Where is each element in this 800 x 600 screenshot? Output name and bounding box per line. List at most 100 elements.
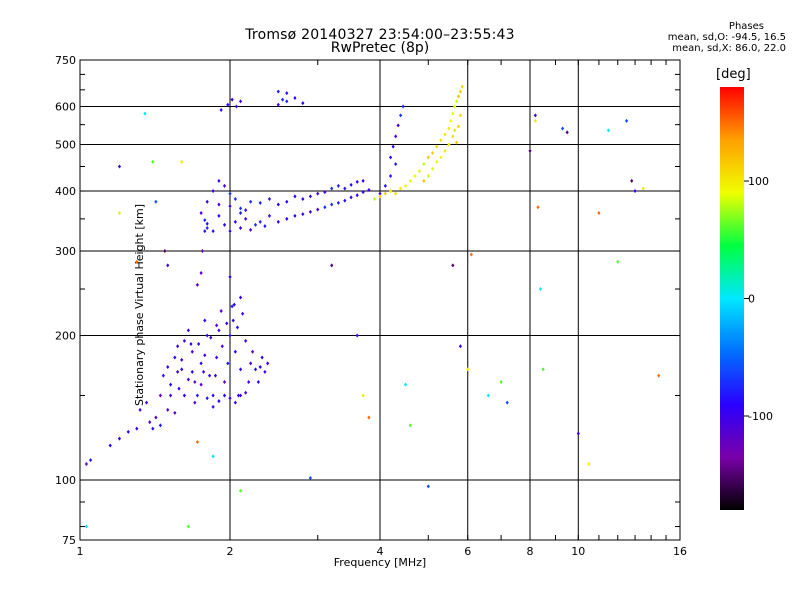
data-point (308, 194, 313, 199)
data-point (228, 274, 232, 279)
data-point (215, 355, 219, 360)
data-point (417, 169, 422, 174)
data-point (316, 191, 320, 196)
data-point (330, 263, 334, 268)
data-point (201, 369, 206, 374)
data-point (197, 342, 201, 347)
data-point (154, 199, 158, 204)
data-point (233, 400, 237, 405)
data-point (276, 202, 280, 207)
data-point (176, 344, 180, 349)
data-point (430, 151, 435, 156)
data-point (336, 200, 340, 205)
data-point (422, 178, 426, 183)
data-point (238, 211, 243, 216)
data-point (205, 199, 209, 204)
data-point (435, 159, 439, 164)
data-point (443, 148, 447, 153)
data-point (190, 369, 194, 374)
data-point (401, 104, 405, 109)
stats-heading: Phases (728, 21, 764, 32)
y-tick-label: 100 (55, 474, 76, 487)
colorbar-tick-label: 0 (748, 293, 755, 306)
data-point (186, 524, 190, 529)
data-point (182, 338, 186, 343)
data-point (285, 199, 289, 204)
x-tick-label: 2 (227, 545, 234, 558)
data-point (403, 382, 408, 387)
data-point (565, 130, 569, 135)
x-axis-ticks: 1 2 4 6 8 10 16 (77, 60, 687, 558)
data-point (449, 118, 453, 123)
data-point (533, 118, 537, 123)
data-point (228, 229, 232, 234)
data-point (343, 198, 347, 203)
data-point (435, 144, 439, 149)
data-point (533, 113, 537, 118)
data-point (84, 461, 88, 466)
x-tick-label: 4 (377, 545, 384, 558)
data-point (166, 364, 170, 369)
data-point (166, 263, 170, 268)
data-point (541, 367, 545, 372)
data-point (323, 205, 327, 210)
data-point (249, 361, 253, 366)
data-point (447, 142, 451, 147)
data-point (161, 373, 165, 378)
data-point (447, 126, 451, 131)
data-point (280, 97, 285, 102)
data-point (226, 102, 230, 107)
data-point (285, 99, 289, 104)
data-point (182, 393, 186, 398)
data-point (158, 423, 163, 428)
data-point (316, 207, 320, 212)
data-point (199, 382, 203, 387)
data-point (367, 415, 371, 420)
data-point (217, 202, 221, 207)
data-point (209, 335, 213, 340)
data-point (135, 259, 139, 264)
data-point (455, 140, 459, 145)
data-point (388, 155, 393, 160)
data-point (458, 89, 463, 94)
data-point (330, 202, 334, 207)
x-axis-label: Frequency [MHz] (333, 556, 427, 569)
data-point (263, 369, 267, 374)
data-point (190, 349, 194, 354)
data-point (186, 328, 190, 333)
data-point (205, 396, 209, 401)
data-point (394, 162, 398, 167)
data-point (244, 216, 248, 221)
data-point (456, 94, 461, 99)
data-point (203, 218, 207, 223)
data-point (244, 390, 248, 395)
colorbar-tick-label: 100 (748, 175, 769, 188)
data-point (408, 423, 412, 428)
data-point (426, 173, 430, 178)
chart-subtitle: RwPretec (8p) (330, 40, 430, 56)
data-point (451, 134, 455, 139)
data-point (361, 190, 365, 195)
data-point (439, 138, 443, 143)
data-point (355, 193, 359, 198)
data-point (177, 386, 181, 391)
data-point (624, 118, 629, 123)
data-point (199, 270, 203, 275)
y-axis-ticks: 75 100 200 300 400 500 600 750 (55, 54, 680, 547)
data-point (238, 206, 243, 211)
data-point (276, 89, 280, 94)
data-point (189, 342, 193, 347)
data-point (458, 344, 463, 349)
data-point (403, 183, 408, 188)
data-point (222, 380, 227, 385)
data-point (158, 393, 163, 398)
data-point (367, 188, 371, 193)
data-point (399, 186, 403, 191)
data-point (238, 226, 243, 231)
colorbar (720, 87, 744, 510)
data-point (205, 226, 209, 231)
data-point (250, 349, 255, 354)
data-point (219, 108, 223, 113)
grid-lines (80, 60, 680, 540)
